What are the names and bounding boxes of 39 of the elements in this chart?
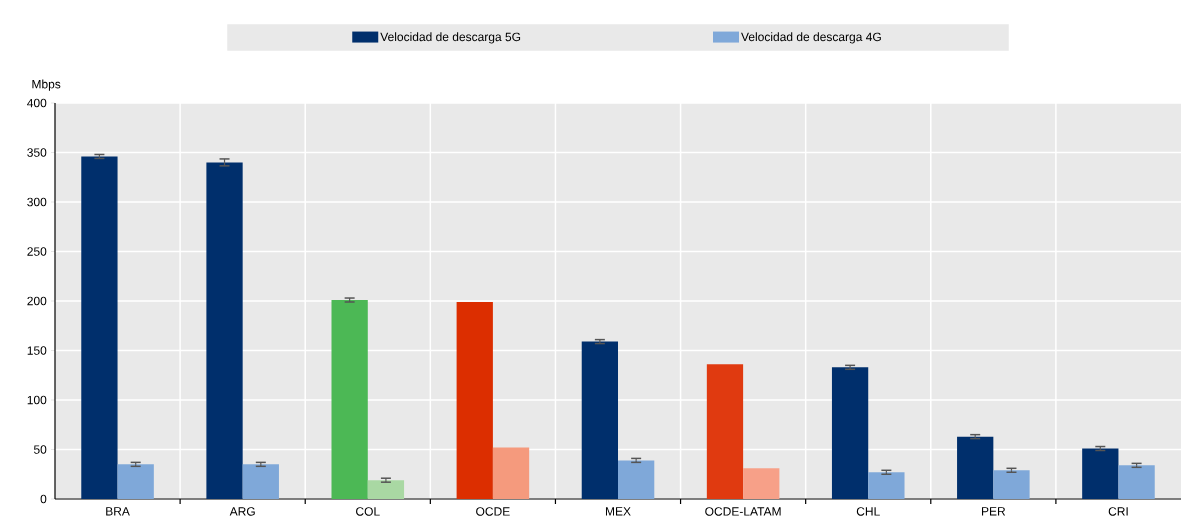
bar xyxy=(618,460,655,499)
legend-label: Velocidad de descarga 5G xyxy=(380,32,521,44)
y-tick-label: 200 xyxy=(27,296,47,306)
bar xyxy=(831,367,869,499)
y-tick-label: 400 xyxy=(27,98,47,108)
x-tick-label: COL xyxy=(356,507,380,516)
y-tick-label: 50 xyxy=(33,445,47,454)
x-tick-label: BRA xyxy=(106,507,130,516)
bar xyxy=(81,156,118,499)
bar xyxy=(331,300,368,499)
bar xyxy=(581,341,618,499)
bar xyxy=(1118,465,1155,499)
bar xyxy=(206,162,243,499)
bar xyxy=(242,464,279,499)
x-tick-label: ARG xyxy=(229,507,255,516)
y-tick-label: 100 xyxy=(27,395,47,405)
y-tick-label: 0 xyxy=(40,494,47,504)
bar xyxy=(117,464,154,499)
legend-label: Velocidad de descarga 4G xyxy=(741,32,881,44)
bar xyxy=(868,472,905,499)
y-tick-label: 350 xyxy=(27,148,47,157)
bar xyxy=(993,470,1030,499)
bar xyxy=(706,364,744,499)
x-tick-label: CHL xyxy=(856,507,880,516)
x-tick-label: OCDE xyxy=(476,507,510,516)
y-tick-label: 150 xyxy=(27,346,47,355)
x-tick-label: MEX xyxy=(605,507,631,516)
bar xyxy=(367,480,405,499)
x-tick-label: PER xyxy=(981,507,1006,516)
bar xyxy=(456,301,493,499)
bar xyxy=(1082,448,1119,499)
x-tick-label: OCDE-LATAM xyxy=(705,507,781,516)
bar xyxy=(957,436,994,499)
y-tick-label: 300 xyxy=(27,197,47,207)
x-tick-label: CRI xyxy=(1108,507,1128,516)
y-tick-label: 250 xyxy=(27,247,47,256)
bar xyxy=(492,447,530,499)
y-axis-title: Mbps xyxy=(32,79,61,91)
bar xyxy=(743,468,780,499)
